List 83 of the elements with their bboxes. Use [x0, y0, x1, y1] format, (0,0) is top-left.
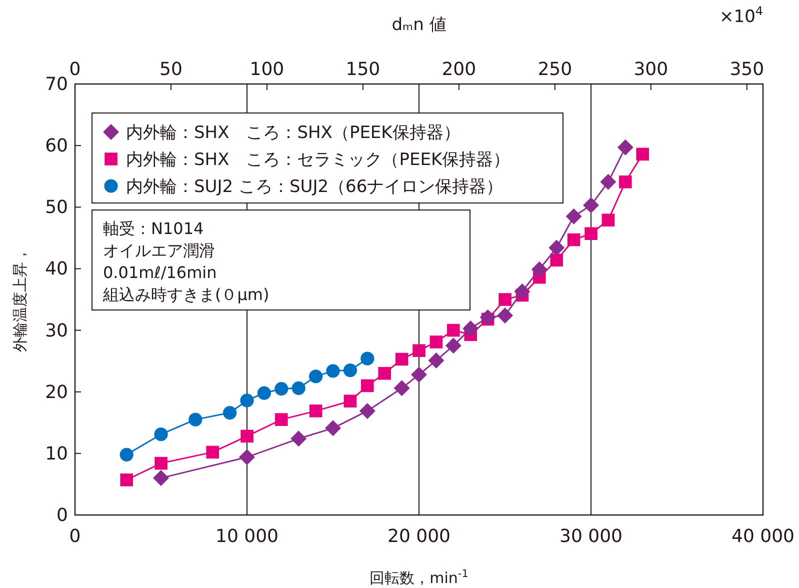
- legend-label: 内外輪：SUJ2 ころ：SUJ2（66ナイロン保持器）: [126, 177, 504, 197]
- x2-tick-label: 250: [538, 59, 572, 80]
- x-tick-label: 10 000: [216, 526, 278, 547]
- point: [617, 139, 634, 156]
- point: [428, 352, 444, 368]
- y-tick-label: 40: [45, 258, 68, 280]
- point: [292, 381, 306, 395]
- x-tick-label: 30 000: [560, 526, 622, 547]
- point: [344, 394, 357, 408]
- point: [120, 448, 134, 462]
- legend-label: 内外輪：SHX ころ：セラミック（PEEK保持器）: [126, 150, 510, 170]
- x-tick-label: 0: [69, 526, 81, 547]
- point: [206, 446, 219, 459]
- point: [153, 470, 169, 486]
- annotation: 組込み時すきま(０μm): [102, 285, 270, 304]
- point: [514, 283, 530, 300]
- x-tick-label: 40 000: [732, 526, 794, 547]
- point: [359, 402, 376, 419]
- point: [240, 430, 254, 443]
- x2-axis-title: dₘn 値: [392, 15, 446, 35]
- point: [257, 386, 271, 400]
- point: [411, 366, 427, 383]
- point: [378, 366, 391, 380]
- point: [600, 174, 616, 190]
- point: [274, 382, 288, 396]
- text: ×10$^{4}$: [720, 4, 763, 27]
- x2-tick-label: 50: [160, 59, 182, 80]
- point: [309, 404, 322, 418]
- y-tick-label: 70: [45, 74, 68, 95]
- point: [343, 364, 357, 378]
- point: [239, 449, 255, 466]
- annotation: 0.01mℓ/16min: [103, 263, 217, 282]
- y-tick-label: 20: [45, 382, 68, 403]
- point: [636, 148, 649, 161]
- point: [445, 338, 462, 354]
- annotation: 軸受：N1014: [103, 219, 204, 238]
- point: [498, 293, 512, 306]
- point: [548, 240, 565, 256]
- y-axis-title: 外輪温度上昇，: [11, 247, 29, 352]
- point: [583, 197, 599, 214]
- point: [480, 309, 496, 326]
- point: [567, 233, 580, 246]
- y-tick-label: 10: [45, 443, 68, 464]
- point: [240, 394, 254, 408]
- point: [290, 430, 307, 447]
- x2-tick-label: 150: [346, 59, 380, 80]
- point: [154, 456, 168, 470]
- point: [412, 344, 426, 358]
- point: [275, 413, 288, 426]
- point: [154, 428, 168, 442]
- point: [188, 412, 202, 426]
- x2-tick-label: 350: [730, 59, 764, 80]
- point: [497, 308, 513, 324]
- y-tick-label: 0: [56, 505, 68, 526]
- point: [326, 364, 340, 378]
- point: [619, 176, 632, 188]
- point: [566, 208, 582, 224]
- point: [447, 324, 460, 337]
- point: [325, 420, 341, 436]
- point: [120, 474, 133, 486]
- point: [584, 227, 598, 240]
- point: [309, 370, 323, 384]
- point: [550, 254, 563, 266]
- y-tick-label: 60: [45, 136, 68, 157]
- point: [462, 320, 479, 336]
- point: [394, 380, 410, 396]
- x-tick-label: 20 000: [388, 526, 450, 547]
- point: [430, 336, 443, 348]
- point: [361, 379, 374, 392]
- y-tick-label: 50: [45, 197, 68, 218]
- x-axis-title: 回転数，min$^{-1}$: [370, 568, 468, 587]
- x2-tick-label: 0: [69, 59, 81, 80]
- point: [531, 261, 548, 278]
- x2-tick-label: 300: [634, 59, 668, 80]
- legend-label: 内外輪：SHX ころ：SHX（PEEK保持器）: [126, 123, 460, 143]
- point: [360, 352, 374, 366]
- point: [223, 406, 237, 420]
- x2-tick-label: 200: [442, 59, 476, 80]
- point: [395, 352, 408, 366]
- point: [602, 214, 615, 226]
- y-tick-label: 30: [45, 320, 68, 342]
- annotation: オイルエア潤滑: [103, 241, 215, 260]
- x2-tick-label: 100: [250, 59, 284, 80]
